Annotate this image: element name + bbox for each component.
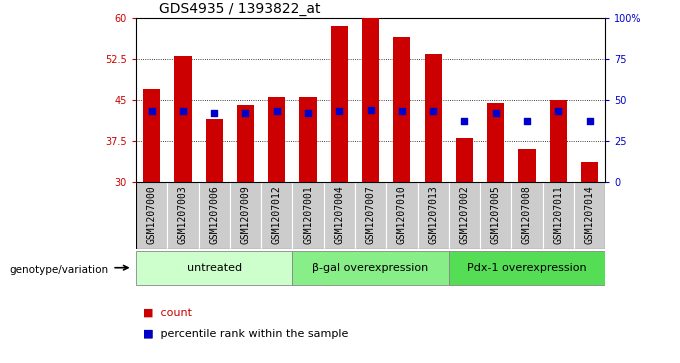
Bar <box>205 119 223 182</box>
Text: GSM1207006: GSM1207006 <box>209 186 219 244</box>
Point <box>365 107 376 113</box>
Point <box>303 110 313 116</box>
Point <box>522 118 532 124</box>
Text: GSM1207003: GSM1207003 <box>178 186 188 244</box>
Bar <box>449 250 605 285</box>
Text: GSM1207013: GSM1207013 <box>428 186 438 244</box>
Point <box>240 110 251 116</box>
Point <box>334 109 345 114</box>
Bar <box>330 26 348 182</box>
Text: GSM1207000: GSM1207000 <box>147 186 156 244</box>
Text: GSM1207005: GSM1207005 <box>491 186 500 244</box>
Bar <box>543 182 574 249</box>
Bar <box>199 182 230 249</box>
Bar <box>167 182 199 249</box>
Bar <box>449 182 480 249</box>
Bar <box>424 54 442 182</box>
Bar <box>456 138 473 182</box>
Bar <box>549 100 567 182</box>
Bar <box>393 37 411 182</box>
Bar <box>418 182 449 249</box>
Point <box>146 109 157 114</box>
Point <box>396 109 407 114</box>
Bar <box>518 149 536 182</box>
Bar <box>574 182 605 249</box>
Bar <box>386 182 418 249</box>
Text: GSM1207008: GSM1207008 <box>522 186 532 244</box>
Bar <box>292 250 449 285</box>
Point <box>209 110 220 116</box>
Text: GSM1207009: GSM1207009 <box>241 186 250 244</box>
Point <box>490 110 501 116</box>
Bar <box>237 105 254 182</box>
Bar <box>480 182 511 249</box>
Bar <box>261 182 292 249</box>
Bar <box>511 182 543 249</box>
Text: β-gal overexpression: β-gal overexpression <box>313 263 428 273</box>
Text: GSM1207001: GSM1207001 <box>303 186 313 244</box>
Text: ■  percentile rank within the sample: ■ percentile rank within the sample <box>143 329 348 339</box>
Point <box>584 118 595 124</box>
Bar <box>143 89 160 182</box>
Text: GSM1207004: GSM1207004 <box>335 186 344 244</box>
Text: GSM1207014: GSM1207014 <box>585 186 594 244</box>
Bar <box>324 182 355 249</box>
Text: untreated: untreated <box>186 263 242 273</box>
Bar <box>174 56 192 182</box>
Text: GSM1207011: GSM1207011 <box>554 186 563 244</box>
Text: ■  count: ■ count <box>143 307 192 317</box>
Bar <box>581 163 598 182</box>
Text: genotype/variation: genotype/variation <box>10 265 109 274</box>
Bar <box>230 182 261 249</box>
Text: GSM1207002: GSM1207002 <box>460 186 469 244</box>
Text: GSM1207007: GSM1207007 <box>366 186 375 244</box>
Bar <box>268 97 286 182</box>
Point <box>271 109 282 114</box>
Bar <box>292 182 324 249</box>
Point <box>553 109 564 114</box>
Bar <box>136 250 292 285</box>
Text: GSM1207010: GSM1207010 <box>397 186 407 244</box>
Bar <box>299 97 317 182</box>
Bar <box>487 102 505 182</box>
Bar <box>136 182 167 249</box>
Point <box>177 109 188 114</box>
Text: ■: ■ <box>143 329 153 339</box>
Text: GDS4935 / 1393822_at: GDS4935 / 1393822_at <box>159 2 321 16</box>
Bar <box>355 182 386 249</box>
Point <box>428 109 439 114</box>
Text: Pdx-1 overexpression: Pdx-1 overexpression <box>467 263 587 273</box>
Bar <box>362 18 379 182</box>
Point <box>459 118 470 124</box>
Text: GSM1207012: GSM1207012 <box>272 186 282 244</box>
